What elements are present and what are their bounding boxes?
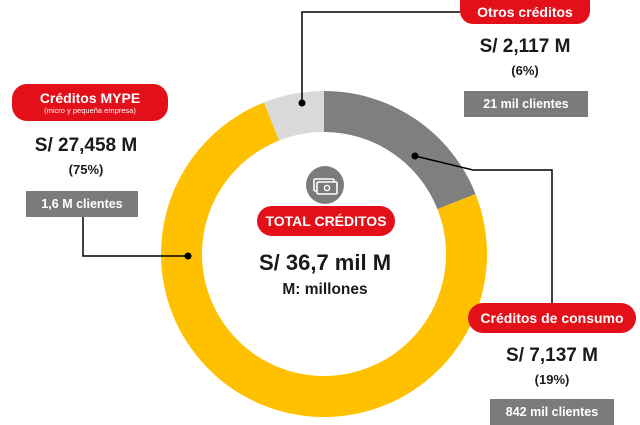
otros-amount: S/ 2,117 M — [479, 36, 571, 57]
total-creditos-label: TOTAL CRÉDITOS — [257, 206, 395, 236]
mype-percent: (75%) — [68, 162, 104, 177]
mype-callout-title: Créditos MYPE (micro y pequeña empresa) — [12, 84, 168, 121]
leader-line-otros — [301, 11, 460, 103]
mype-clients: 1,6 M clientes — [26, 191, 138, 217]
money-bill-icon — [306, 166, 344, 204]
unit-note: M: millones — [282, 281, 368, 298]
otros-callout-title: Otros créditos — [460, 0, 590, 24]
consumo-clients: 842 mil clientes — [490, 399, 614, 425]
consumo-amount: S/ 7,137 M — [506, 345, 598, 366]
consumo-callout-title: Créditos de consumo — [468, 303, 636, 333]
leader-line-consumo — [414, 155, 553, 303]
leader-dot-consumo — [411, 152, 419, 160]
consumo-percent: (19%) — [534, 372, 570, 387]
otros-clients: 21 mil clientes — [464, 91, 588, 117]
leader-dot-mype — [184, 252, 192, 260]
donut-slice-consumo — [324, 91, 476, 210]
mype-amount: S/ 27,458 M — [34, 135, 138, 156]
total-amount: S/ 36,7 mil M — [258, 250, 392, 275]
leader-line-mype — [82, 210, 188, 257]
donut-slice-otros — [263, 91, 324, 141]
otros-percent: (6%) — [511, 63, 539, 78]
leader-dot-otros — [298, 99, 306, 107]
